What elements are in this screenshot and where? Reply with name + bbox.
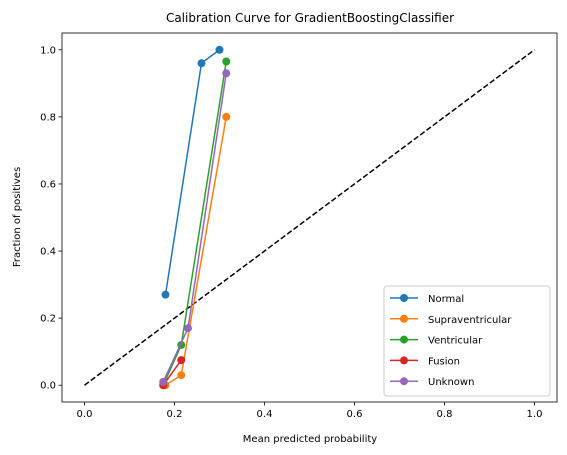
data-point bbox=[177, 356, 186, 365]
data-point bbox=[161, 290, 170, 299]
x-axis-label: Mean predicted probability bbox=[243, 434, 377, 445]
data-point bbox=[222, 112, 231, 121]
legend-item-fusion: Fusion bbox=[390, 356, 460, 367]
x-tick-label: 1.0 bbox=[527, 409, 543, 420]
data-point bbox=[222, 69, 231, 78]
legend-label: Supraventricular bbox=[428, 315, 512, 326]
legend-marker bbox=[400, 335, 408, 344]
data-point bbox=[177, 371, 186, 380]
series-normal bbox=[161, 45, 224, 299]
reference-diagonal-line bbox=[84, 49, 535, 386]
legend-item-supraventricular: Supraventricular bbox=[390, 314, 512, 326]
y-tick-label: 0.6 bbox=[40, 179, 56, 190]
y-axis-label: Fraction of positives bbox=[12, 167, 23, 267]
legend-label: Normal bbox=[428, 294, 464, 305]
y-tick-label: 0.8 bbox=[40, 112, 56, 123]
chart-title: Calibration Curve for GradientBoostingCl… bbox=[166, 11, 454, 25]
x-tick-label: 0.6 bbox=[347, 409, 363, 420]
x-tick-label: 0.4 bbox=[257, 409, 273, 420]
legend-item-normal: Normal bbox=[390, 294, 464, 305]
legend-label: Unknown bbox=[428, 377, 474, 388]
legend-box bbox=[383, 285, 551, 397]
y-tick-label: 0.4 bbox=[40, 247, 56, 258]
x-tick-label: 0.8 bbox=[437, 409, 453, 420]
y-tick-label: 0.2 bbox=[40, 314, 56, 325]
legend-item-unknown: Unknown bbox=[390, 377, 474, 388]
legend-item-ventricular: Ventricular bbox=[390, 335, 483, 347]
legend-marker bbox=[400, 377, 408, 386]
legend-marker bbox=[400, 314, 408, 323]
x-tick-label: 0.2 bbox=[167, 409, 183, 420]
data-point bbox=[197, 59, 206, 68]
plot-frame bbox=[61, 32, 558, 403]
legend-marker bbox=[400, 356, 408, 365]
data-point bbox=[222, 57, 231, 66]
x-tick-label: 0.0 bbox=[77, 409, 93, 420]
data-point bbox=[159, 377, 168, 386]
y-tick-label: 1.0 bbox=[40, 45, 56, 56]
legend-label: Ventricular bbox=[428, 336, 483, 347]
legend-label: Fusion bbox=[428, 356, 460, 367]
data-point bbox=[184, 324, 192, 333]
series-unknown bbox=[159, 69, 231, 386]
data-point bbox=[215, 45, 224, 54]
legend: Normal Supraventricular Ventricular Fusion U… bbox=[383, 285, 551, 397]
legend-marker bbox=[400, 294, 408, 302]
y-tick-label: 0.0 bbox=[40, 381, 56, 392]
